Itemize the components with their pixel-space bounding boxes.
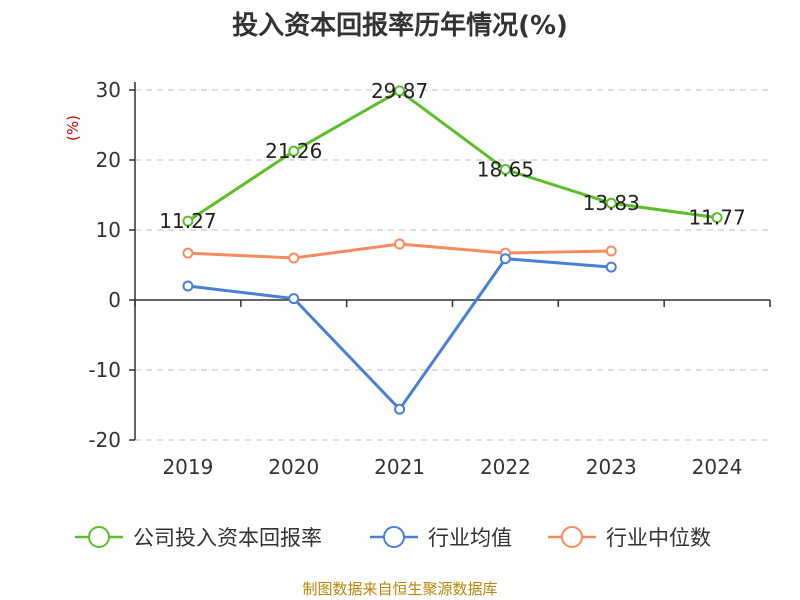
source-note: 制图数据来自恒生聚源数据库: [302, 580, 497, 598]
data-label: 11.77: [688, 206, 745, 230]
data-point: [499, 253, 511, 265]
chart-title: 投入资本回报率历年情况(%): [232, 10, 568, 41]
y-tick-label: 0: [108, 288, 121, 312]
series-line: [187, 89, 718, 223]
legend-label: 行业均值: [428, 526, 512, 550]
data-point: [605, 245, 617, 257]
data-point: [288, 145, 300, 157]
x-tick-label: 2019: [162, 455, 213, 479]
data-label: 29.87: [371, 79, 428, 103]
data-point: [605, 197, 617, 209]
data-point: [394, 403, 406, 415]
x-tick-label: 2021: [374, 455, 425, 479]
data-label: 21.26: [265, 139, 322, 163]
data-point: [605, 261, 617, 273]
y-tick-label: -20: [88, 428, 121, 452]
series-layer: [182, 85, 723, 415]
legend-marker: [88, 526, 110, 548]
y-tick-label: 30: [96, 78, 121, 102]
x-tick-label: 2022: [480, 455, 531, 479]
y-axis-unit-label: (%): [64, 115, 82, 141]
grid-lines: [135, 89, 770, 441]
y-tick-label: 20: [96, 148, 121, 172]
data-point: [711, 212, 723, 224]
legend: 公司投入资本回报率 行业均值 行业中位数: [75, 526, 711, 550]
data-point: [288, 252, 300, 264]
data-label: 13.83: [583, 191, 640, 215]
legend-marker: [561, 526, 583, 548]
data-labels: 11.27 21.26 29.87 18.65 13.83 11.77: [159, 79, 745, 233]
data-point: [182, 247, 194, 259]
x-tick-label: 2020: [268, 455, 319, 479]
y-tick-label: -10: [88, 358, 121, 382]
data-point: [182, 280, 194, 292]
legend-marker: [383, 526, 405, 548]
data-point: [499, 163, 511, 175]
data-point: [182, 215, 194, 227]
series-line: [187, 257, 612, 411]
legend-label: 公司投入资本回报率: [133, 526, 322, 550]
data-point: [288, 293, 300, 305]
legend-label: 行业中位数: [606, 526, 711, 550]
x-tick-label: 2024: [692, 455, 743, 479]
axes: 30 20 10 0 -10 -20 2019 2020 2021 2022 2023 2024: [88, 78, 771, 479]
data-label: 11.27: [159, 209, 216, 233]
data-point: [394, 238, 406, 250]
data-point: [394, 85, 406, 97]
x-tick-label: 2023: [586, 455, 637, 479]
y-tick-label: 10: [96, 218, 121, 242]
data-label: 18.65: [477, 157, 534, 181]
